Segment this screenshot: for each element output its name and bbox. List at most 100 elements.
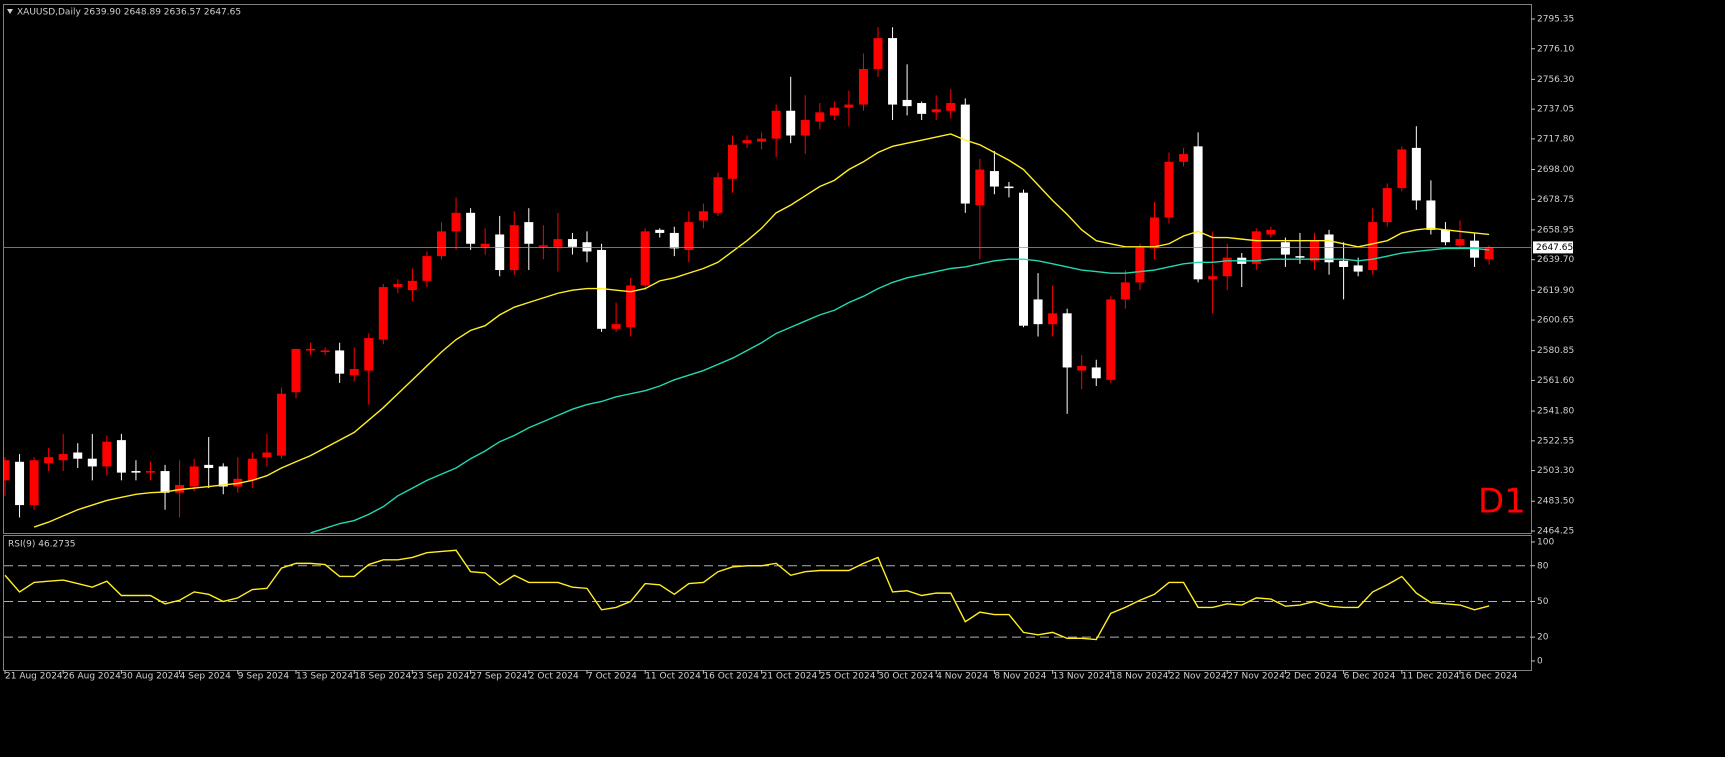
last-price-box: [1533, 241, 1573, 254]
candle-body: [1411, 147, 1421, 201]
y-tick-label: 50: [1537, 597, 1549, 607]
candle-body: [684, 222, 694, 250]
candle-body: [1048, 313, 1058, 325]
candle-body: [1455, 239, 1465, 246]
x-tick-label: 2 Dec 2024: [1285, 672, 1337, 682]
candle-body: [15, 461, 25, 506]
x-tick-label: 16 Oct 2024: [703, 672, 759, 682]
x-tick-label: 11 Dec 2024: [1402, 672, 1460, 682]
candle-body: [102, 441, 112, 467]
timeframe-annotation: D1: [1478, 482, 1526, 522]
candle-body: [1368, 222, 1378, 271]
y-tick-label: 2600.65: [1537, 316, 1574, 326]
candle-body: [553, 239, 563, 247]
moving-average: [310, 247, 1490, 533]
candle-body: [335, 350, 345, 374]
y-tick-label: 2522.55: [1537, 436, 1574, 446]
candle-body: [1324, 234, 1334, 263]
candle-body: [116, 440, 126, 473]
candle-body: [306, 348, 316, 351]
candle-body: [1222, 257, 1232, 277]
x-tick-label: 4 Nov 2024: [936, 672, 988, 682]
candle-body: [131, 471, 141, 473]
menu-triangle: [7, 9, 13, 14]
y-tick-label: 2717.80: [1537, 134, 1574, 144]
candle-body: [451, 212, 461, 232]
candle-body: [567, 239, 577, 247]
candle-body: [1440, 229, 1450, 243]
x-tick-label: 23 Sep 2024: [412, 672, 469, 682]
candle-body: [276, 393, 286, 456]
y-tick-label: 100: [1537, 537, 1554, 547]
y-tick-label: 2483.50: [1537, 497, 1574, 507]
candle-body: [58, 454, 68, 461]
candle-body: [771, 110, 781, 139]
x-tick-label: 30 Aug 2024: [121, 672, 179, 682]
x-tick-label: 22 Nov 2024: [1169, 672, 1227, 682]
x-tick-label: 27 Nov 2024: [1227, 672, 1285, 682]
candle-body: [407, 280, 417, 291]
candle-body: [1397, 149, 1407, 189]
candle-body: [1353, 265, 1363, 272]
candle-body: [393, 283, 403, 288]
candle-body: [728, 144, 737, 179]
candle-body: [1149, 217, 1159, 249]
candle-body: [582, 242, 592, 252]
candle-body: [1120, 282, 1130, 300]
x-tick-label: 30 Oct 2024: [878, 672, 934, 682]
y-tick-label: 20: [1537, 633, 1549, 643]
candle-body: [422, 256, 432, 281]
x-tick-label: 11 Oct 2024: [645, 672, 701, 682]
candle-body: [1382, 188, 1392, 223]
x-tick-label: 2 Oct 2024: [529, 672, 579, 682]
y-tick-label: 2464.25: [1537, 526, 1574, 536]
candle-body: [597, 249, 607, 329]
x-tick-label: 13 Nov 2024: [1053, 672, 1111, 682]
candle-body: [495, 234, 505, 271]
candle-body: [349, 369, 359, 376]
candle-body: [655, 229, 665, 233]
candle-body: [247, 458, 257, 481]
candle-body: [989, 171, 999, 187]
candle-body: [1077, 365, 1087, 371]
y-tick-label: 2503.30: [1537, 466, 1574, 476]
candle-body: [437, 231, 446, 257]
candle-body: [873, 38, 883, 70]
y-tick-label: 2658.95: [1537, 225, 1574, 235]
y-tick-label: 2639.70: [1537, 255, 1574, 265]
x-tick-label: 26 Aug 2024: [63, 672, 121, 682]
y-tick-label: 2698.00: [1537, 165, 1574, 175]
candle-body: [1280, 242, 1290, 255]
candle-body: [175, 484, 185, 493]
candle-body: [902, 99, 912, 107]
x-tick-label: 18 Nov 2024: [1111, 672, 1169, 682]
y-tick-label: 2580.85: [1537, 346, 1574, 356]
candle-body: [146, 471, 155, 473]
candle-body: [1310, 240, 1319, 261]
x-tick-label: 9 Sep 2024: [238, 672, 290, 682]
candle-body: [87, 458, 97, 467]
candle-body: [1484, 247, 1494, 260]
candle-body: [466, 212, 476, 244]
main-frame: [3, 4, 1532, 534]
candle-body: [1004, 186, 1014, 189]
candle-body: [160, 471, 170, 493]
y-tick-label: 0: [1537, 656, 1543, 666]
x-tick-label: 21 Oct 2024: [762, 672, 818, 682]
x-tick-label: 8 Nov 2024: [994, 672, 1046, 682]
candle-body: [291, 348, 301, 393]
candle-body: [538, 245, 548, 247]
candle-body: [1135, 246, 1145, 283]
candle-body: [800, 120, 810, 136]
candle-body: [757, 138, 767, 142]
candle-body: [44, 457, 54, 464]
last-price-label: 2647.65: [1536, 243, 1573, 253]
candle-body: [931, 109, 941, 113]
y-tick-label: 2541.80: [1537, 407, 1574, 417]
candle-body: [1295, 256, 1305, 258]
candle-body: [1339, 260, 1349, 267]
candle-body: [1164, 161, 1174, 218]
